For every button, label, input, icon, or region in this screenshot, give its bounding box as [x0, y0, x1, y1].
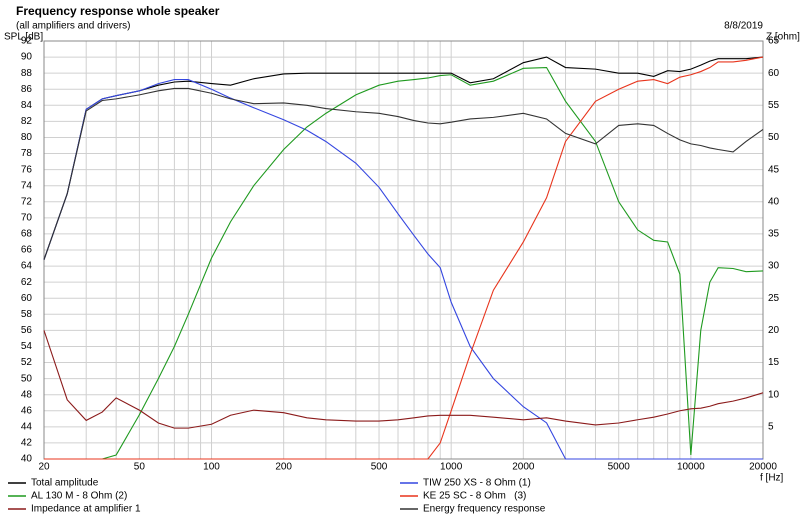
- x-axis-label: f [Hz]: [760, 473, 784, 484]
- x-tick-label: 1000: [440, 462, 463, 473]
- y-tick-label: 48: [21, 389, 33, 400]
- x-tick-label: 10000: [677, 462, 705, 473]
- y-tick-label: 52: [21, 357, 33, 368]
- legend-label: Impedance at amplifier 1: [31, 504, 141, 515]
- y-tick-label: 80: [21, 132, 33, 143]
- series-line: [44, 66, 764, 460]
- y-tick-label: 46: [21, 405, 33, 416]
- y-axis-label: SPL [dB]: [4, 32, 43, 43]
- y2-tick-label: 25: [768, 293, 780, 304]
- legend-label: KE 25 SC - 8 Ohm (3): [423, 491, 526, 502]
- y2-tick-label: 35: [768, 229, 780, 240]
- y2-tick-label: 10: [768, 389, 780, 400]
- y-tick-label: 60: [21, 293, 33, 304]
- y2-tick-label: 45: [768, 164, 780, 175]
- y-tick-label: 66: [21, 245, 33, 256]
- x-tick-label: 100: [203, 462, 220, 473]
- x-tick-label: 50: [134, 462, 146, 473]
- chart-subtitle: (all amplifiers and drivers): [16, 21, 130, 32]
- legend-label: Total amplitude: [31, 478, 99, 489]
- y-tick-label: 88: [21, 68, 33, 79]
- y-tick-label: 70: [21, 212, 33, 223]
- x-tick-label: 5000: [608, 462, 631, 473]
- y2-tick-label: 15: [768, 357, 780, 368]
- y2-tick-label: 5: [768, 421, 774, 432]
- y-tick-label: 58: [21, 309, 33, 320]
- y-tick-label: 56: [21, 325, 33, 336]
- y-tick-label: 40: [21, 454, 33, 465]
- series-line: [43, 87, 764, 260]
- chart-title: Frequency response whole speaker: [16, 4, 220, 18]
- y-tick-label: 42: [21, 438, 33, 449]
- y-tick-label: 78: [21, 148, 33, 159]
- y-tick-label: 62: [21, 277, 33, 288]
- series-line: [43, 330, 764, 429]
- y-tick-label: 82: [21, 116, 33, 127]
- y-tick-label: 76: [21, 164, 33, 175]
- chart-date: 8/8/2019: [724, 21, 763, 32]
- legend-label: Energy frequency response: [423, 504, 546, 515]
- y2-tick-label: 30: [768, 261, 780, 272]
- series-line: [43, 79, 763, 460]
- y2-tick-label: 65: [768, 36, 780, 47]
- x-tick-label: 20000: [749, 462, 777, 473]
- y-tick-label: 86: [21, 84, 33, 95]
- x-tick-label: 2000: [512, 462, 535, 473]
- series-line: [44, 56, 764, 460]
- y-tick-label: 74: [21, 180, 33, 191]
- y2-tick-label: 60: [768, 68, 780, 79]
- y2-tick-label: 40: [768, 196, 780, 207]
- y-tick-label: 92: [21, 36, 33, 47]
- y-tick-label: 72: [21, 196, 33, 207]
- y2-axis-label: Z [ohm]: [766, 32, 800, 43]
- y2-tick-label: 55: [768, 100, 780, 111]
- x-tick-label: 500: [371, 462, 388, 473]
- y2-tick-label: 50: [768, 132, 780, 143]
- x-tick-label: 200: [275, 462, 292, 473]
- y-tick-label: 54: [21, 341, 33, 352]
- legend-label: TIW 250 XS - 8 Ohm (1): [423, 478, 531, 489]
- y-tick-label: 84: [21, 100, 33, 111]
- series-line: [43, 56, 764, 260]
- y-tick-label: 44: [21, 421, 33, 432]
- legend-label: AL 130 M - 8 Ohm (2): [31, 491, 127, 502]
- x-tick-label: 20: [38, 462, 50, 473]
- y2-tick-label: 20: [768, 325, 780, 336]
- y-tick-label: 68: [21, 229, 33, 240]
- y-tick-label: 90: [21, 52, 33, 63]
- y-tick-label: 64: [21, 261, 33, 272]
- y-tick-label: 50: [21, 373, 33, 384]
